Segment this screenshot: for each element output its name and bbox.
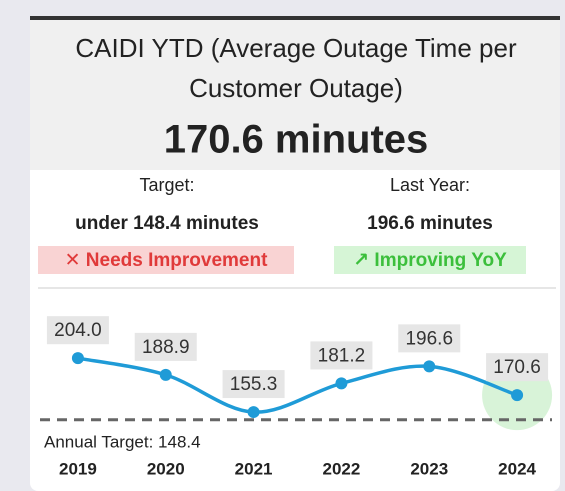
value-label: 188.9 xyxy=(142,337,190,358)
point xyxy=(71,352,84,365)
value-label-bg xyxy=(310,341,373,370)
header-bg xyxy=(30,20,560,170)
value-label: 155.3 xyxy=(230,374,278,395)
point xyxy=(335,377,348,390)
status-badge xyxy=(334,246,526,274)
point xyxy=(159,368,172,381)
value-label-bg xyxy=(46,316,109,345)
title: Customer Outage) xyxy=(189,73,403,103)
x-tick-label: 2021 xyxy=(235,459,273,478)
value-label-bg xyxy=(134,332,197,361)
value-label-bg xyxy=(398,324,461,353)
point xyxy=(247,406,260,419)
value-label: 196.6 xyxy=(405,328,453,349)
target-value: under 148.4 minutes xyxy=(75,213,259,234)
x-tick-label: 2023 xyxy=(410,459,448,478)
target-label: Annual Target: 148.4 xyxy=(44,432,201,451)
last-year-value: 196.6 minutes xyxy=(367,213,493,234)
chart: Annual Target: 148.4 204.0 2019 188.9 2020 15… xyxy=(40,316,553,478)
value-label: 181.2 xyxy=(318,345,366,366)
target-label: Target: xyxy=(139,175,194,195)
kpi-value: 170.6 minutes xyxy=(164,118,429,162)
value-label: 170.6 xyxy=(493,357,541,378)
point xyxy=(423,360,436,373)
title: CAIDI YTD (Average Outage Time per xyxy=(75,33,517,63)
x-tick-label: 2024 xyxy=(498,459,536,478)
x-tick-label: 2019 xyxy=(59,459,97,478)
top-border xyxy=(30,16,560,20)
value-label: 204.0 xyxy=(54,320,102,341)
target-status: ✕ Needs Improvement xyxy=(65,250,268,271)
x-tick-label: 2022 xyxy=(323,459,361,478)
value-label-bg xyxy=(222,370,285,399)
x-tick-label: 2020 xyxy=(147,459,185,478)
status-badge xyxy=(38,246,294,274)
last-year-label: Last Year: xyxy=(390,175,470,195)
last-year-status: ↗ Improving YoY xyxy=(353,250,507,271)
line xyxy=(77,356,518,414)
value-label-bg xyxy=(486,353,549,382)
point xyxy=(511,389,524,402)
